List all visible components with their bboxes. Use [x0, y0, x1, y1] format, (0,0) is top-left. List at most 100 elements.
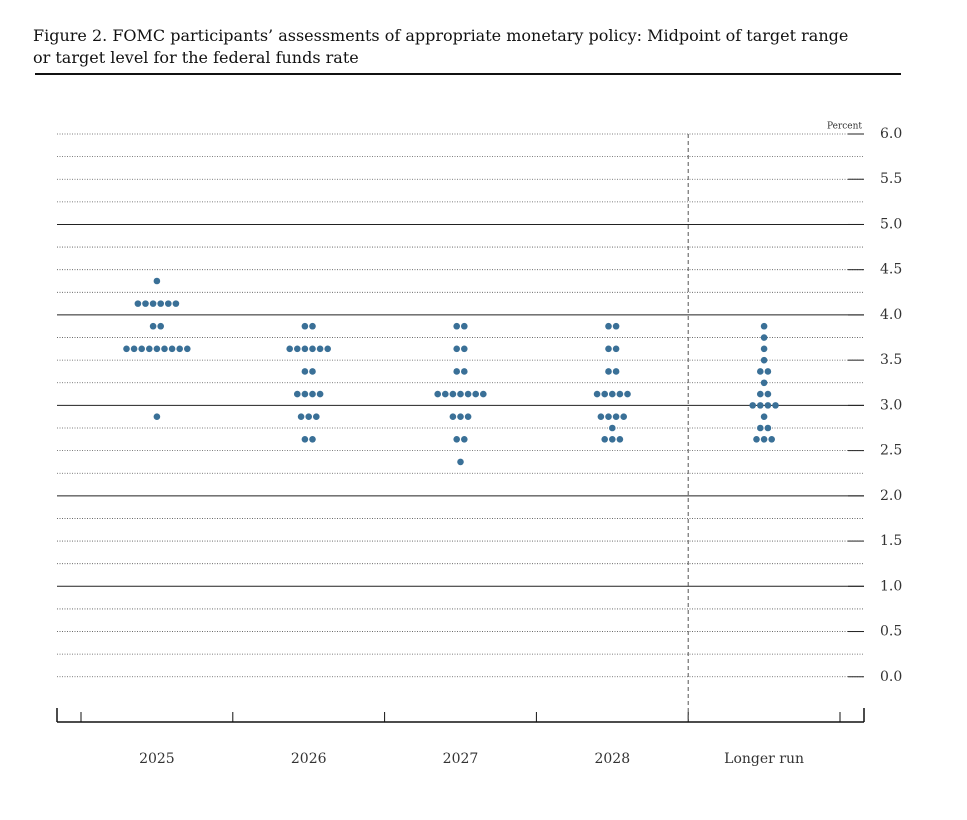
dot — [612, 368, 620, 375]
dot — [624, 390, 631, 398]
dot — [768, 436, 775, 443]
dot — [301, 345, 309, 353]
y-tick-label: 3.0 — [880, 397, 902, 413]
chart-title: Figure 2. FOMC participants’ assessments… — [33, 26, 849, 67]
dot — [294, 390, 301, 398]
dot — [760, 322, 768, 330]
dot — [753, 436, 760, 443]
dot — [146, 345, 153, 353]
dot — [149, 300, 157, 307]
dot — [760, 334, 768, 341]
dot — [449, 413, 457, 420]
dot — [130, 345, 138, 353]
dot — [472, 390, 480, 398]
dot — [620, 413, 627, 420]
dot — [309, 390, 316, 398]
y-tick-label: 1.0 — [880, 578, 902, 594]
dot — [301, 436, 309, 443]
dot — [764, 402, 772, 409]
dot — [461, 436, 468, 443]
dot — [309, 368, 316, 375]
dot — [297, 413, 305, 420]
dot — [313, 413, 320, 420]
y-tick-label: 4.5 — [880, 262, 902, 278]
dot — [316, 345, 324, 353]
dot — [157, 322, 164, 330]
y-tick-label: 2.5 — [880, 443, 902, 459]
dot — [609, 424, 616, 432]
dot — [464, 390, 472, 398]
dot — [601, 436, 608, 443]
dot — [764, 424, 772, 432]
dot — [612, 413, 620, 420]
dot — [134, 300, 142, 307]
dot — [142, 300, 149, 307]
dot — [480, 390, 487, 398]
y-tick-label: 5.0 — [880, 216, 902, 232]
title-rule — [35, 73, 901, 75]
dot — [457, 390, 464, 398]
dot — [605, 368, 612, 375]
dot — [760, 379, 768, 387]
dot — [772, 402, 779, 409]
dot — [453, 345, 461, 353]
dot — [453, 436, 461, 443]
dot — [616, 436, 624, 443]
y-unit-label: Percent — [827, 122, 862, 132]
dot — [461, 345, 468, 353]
dot — [597, 413, 605, 420]
dot — [309, 322, 316, 330]
dot — [286, 345, 294, 353]
dot — [172, 300, 180, 307]
dot — [153, 345, 161, 353]
dot — [609, 390, 616, 398]
dot — [593, 390, 601, 398]
dot — [605, 413, 612, 420]
y-tick-label: 5.5 — [880, 171, 902, 187]
dot — [461, 368, 468, 375]
y-tick-label: 2.0 — [880, 488, 902, 504]
dot — [316, 390, 324, 398]
dot — [442, 390, 449, 398]
dot — [305, 413, 313, 420]
dot — [757, 390, 764, 398]
dot — [760, 436, 768, 443]
dot — [153, 413, 161, 420]
y-tick-label: 0.0 — [880, 669, 902, 685]
dot — [612, 345, 620, 353]
dot — [464, 413, 472, 420]
dot — [749, 402, 756, 409]
dot — [760, 413, 768, 420]
dot — [757, 402, 764, 409]
dot — [616, 390, 624, 398]
x-tick-label: 2028 — [594, 751, 630, 767]
dot — [764, 368, 772, 375]
dot — [453, 368, 461, 375]
dot — [760, 345, 768, 353]
dot — [461, 322, 468, 330]
dot — [757, 424, 764, 432]
dot — [605, 345, 612, 353]
dot — [612, 322, 620, 330]
dot — [153, 277, 161, 285]
dot — [157, 300, 164, 307]
dot — [457, 413, 464, 420]
dot — [309, 436, 316, 443]
dot — [294, 345, 301, 353]
dot — [161, 345, 168, 353]
x-tick-label: Longer run — [724, 751, 804, 767]
dot — [301, 322, 309, 330]
x-tick-label: 2026 — [291, 751, 327, 767]
dot — [434, 390, 442, 398]
x-tick-label: 2025 — [139, 751, 175, 767]
dot — [757, 368, 764, 375]
dot — [123, 345, 130, 353]
dot — [449, 390, 457, 398]
dot — [165, 300, 172, 307]
dot — [176, 345, 183, 353]
dot — [309, 345, 316, 353]
dot — [453, 322, 461, 330]
dot — [184, 345, 191, 353]
